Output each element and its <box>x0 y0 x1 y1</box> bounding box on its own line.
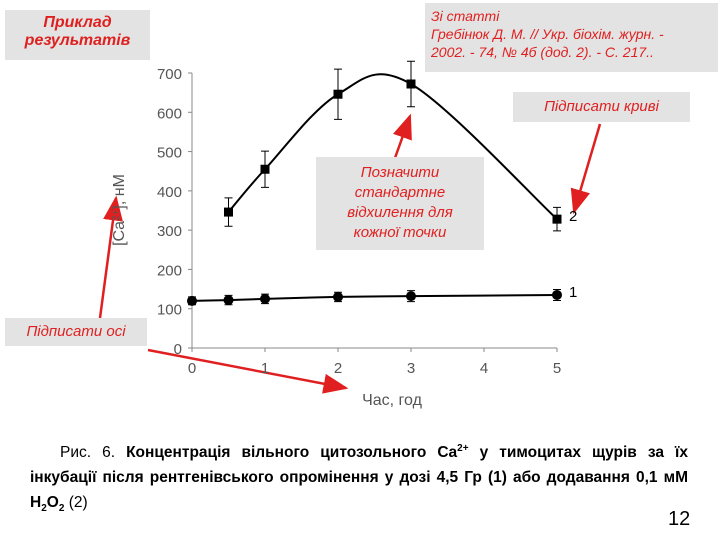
x-tick-label: 5 <box>553 360 561 377</box>
marker <box>552 289 562 300</box>
x-tick-label: 2 <box>334 360 342 377</box>
marker <box>223 295 234 306</box>
annotation-text: Зі статті <box>431 8 500 24</box>
annotation-text: Гребінюк Д. М. // Укр. біохім. журн. - <box>431 26 664 42</box>
caption-text: у тимоцитах щурів за їх інкубації після … <box>30 444 689 512</box>
annotation-box: Позначити стандартне відхилення для кожн… <box>316 157 484 250</box>
caption-text: (2) <box>64 494 88 512</box>
x-tick-label: 0 <box>188 360 196 377</box>
arrows <box>98 113 602 394</box>
marker <box>260 164 270 174</box>
page-number: 12 <box>668 508 691 530</box>
caption-sub: 2 <box>58 503 65 515</box>
series-line <box>191 293 558 302</box>
arrow <box>147 348 349 394</box>
curve-label: 1 <box>569 284 577 301</box>
marker <box>260 293 270 304</box>
caption-text: O <box>46 494 59 512</box>
marker <box>406 291 416 302</box>
y-tick-label: 100 <box>157 302 182 319</box>
y-tick-label: 500 <box>157 145 182 162</box>
annotation-text: результатів <box>24 32 131 49</box>
marker <box>333 89 343 99</box>
marker <box>187 295 197 306</box>
annotation-box: Підписати осі <box>5 318 147 346</box>
y-tick-label: 700 <box>157 66 182 83</box>
arrow <box>98 195 123 319</box>
y-label-sup: 2+ <box>111 209 122 221</box>
x-tick-label: 4 <box>480 360 488 377</box>
x-tick-label: 1 <box>261 360 269 377</box>
annotation-text: відхилення для <box>347 204 453 221</box>
y-axis-label: [Ca2+], нМ <box>111 174 129 246</box>
curve-label: 2 <box>569 208 577 225</box>
y-tick-label: 300 <box>157 223 182 240</box>
y-tick-label: 200 <box>157 262 182 279</box>
y-label-part: ], нМ <box>111 174 128 210</box>
caption-text: Концентрація вільного цитозольного Ca <box>126 444 458 462</box>
annotation-text: кожної точки <box>353 224 447 241</box>
annotation-text: Підписати осі <box>26 323 126 340</box>
marker <box>224 207 233 217</box>
annotation-text: Позначити <box>360 164 440 181</box>
arrow <box>393 113 412 159</box>
y-tick-label: 600 <box>157 105 182 122</box>
caption-sub: 2 <box>41 503 47 515</box>
figure-caption: Рис. 6. Концентрація вільного цитозольно… <box>30 436 688 521</box>
y-label-part: [Ca <box>111 221 128 246</box>
annotation-box: Підписати криві <box>513 92 690 122</box>
x-axis-label: Час, год <box>362 392 422 409</box>
caption-sup: 2+ <box>457 443 469 454</box>
marker <box>333 291 343 302</box>
y-tick-label: 0 <box>174 341 182 358</box>
x-tick-label: 3 <box>407 360 415 377</box>
caption-text: Рис. 6. <box>60 444 127 462</box>
marker <box>406 79 416 89</box>
annotation-text: Приклад <box>43 14 112 31</box>
marker <box>552 214 562 224</box>
annotation-text: стандартне <box>354 184 446 201</box>
annotation-box: Зі статті Гребінюк Д. М. // Укр. біохім.… <box>425 3 718 72</box>
annotation-text: Підписати криві <box>544 98 659 115</box>
annotation-text: 2002. - 74, № 4б (дод. 2). - С. 217.. <box>431 44 654 60</box>
y-tick-label: 400 <box>157 184 182 201</box>
annotation-box: Приклад результатів <box>5 10 150 60</box>
arrow <box>570 123 602 215</box>
